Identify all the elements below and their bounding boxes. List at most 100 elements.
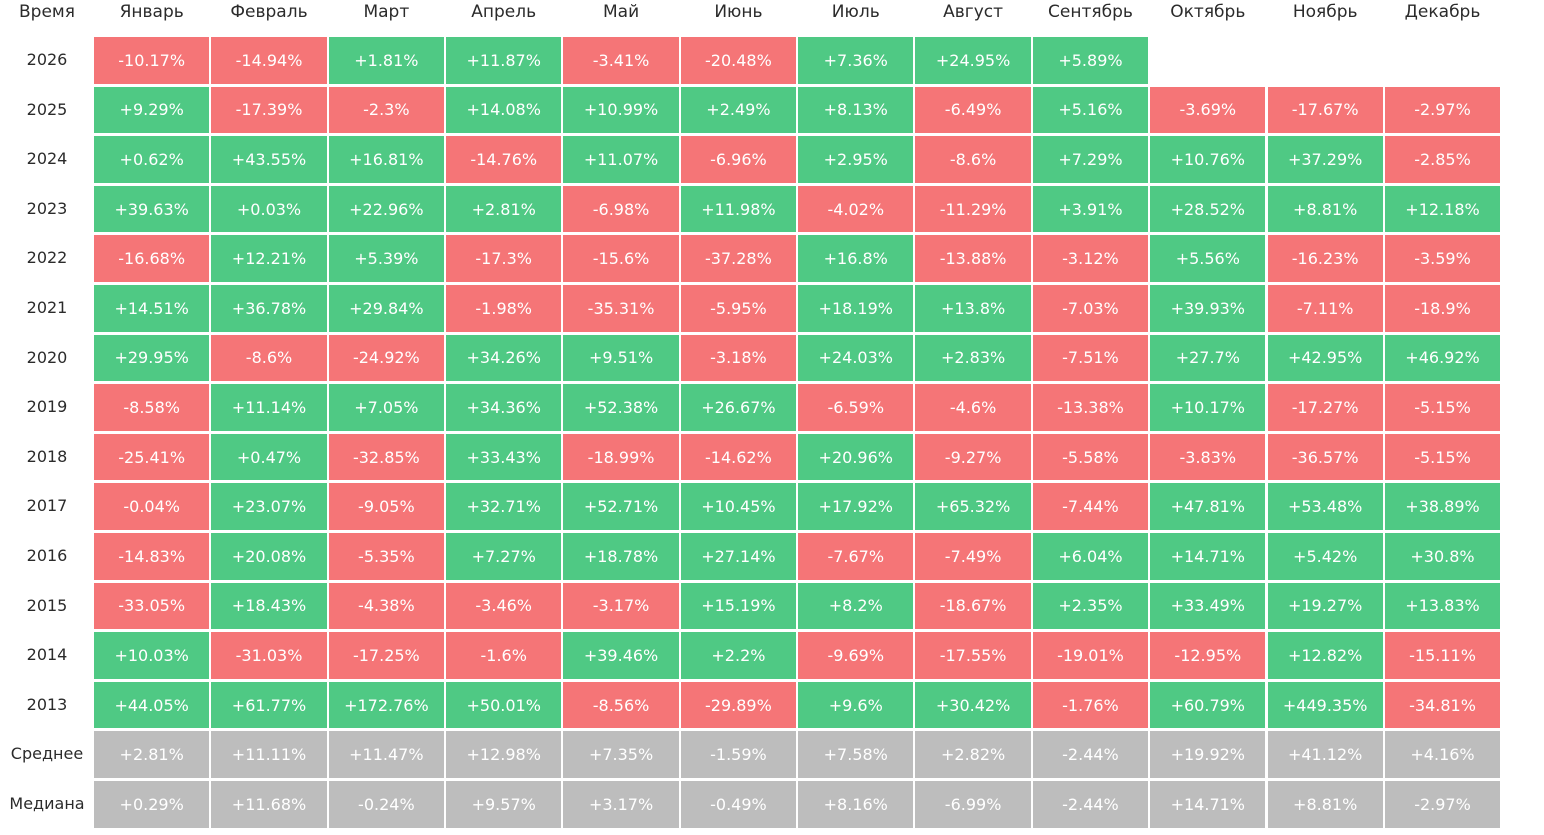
heatmap-cell: +14.51%	[94, 285, 210, 332]
summary-cell: +11.68%	[211, 781, 327, 828]
heatmap-cell: +24.03%	[798, 334, 914, 382]
heatmap-cell: -2.85%	[1384, 136, 1501, 183]
heatmap-cell: -18.67%	[915, 582, 1031, 630]
summary-row-label: Медиана	[9, 794, 85, 813]
heatmap-cell: +8.81%	[1267, 185, 1383, 233]
column-header: Октябрь	[1170, 2, 1246, 22]
heatmap-cell: -16.23%	[1267, 235, 1383, 282]
heatmap-cell: +13.8%	[915, 285, 1031, 332]
column-header: Июль	[831, 2, 880, 22]
heatmap-cell: +9.6%	[798, 681, 914, 729]
year-label: 2024	[26, 149, 68, 169]
heatmap-cell: -1.6%	[446, 632, 562, 679]
heatmap-cell: +38.89%	[1384, 483, 1501, 530]
heatmap-cell: -35.31%	[563, 285, 679, 332]
heatmap-cell: +44.05%	[94, 681, 210, 729]
year-label: 2020	[26, 347, 68, 367]
heatmap-cell: +7.05%	[328, 384, 445, 431]
heatmap-cell: +11.14%	[211, 384, 327, 431]
year-label: 2014	[26, 645, 68, 665]
heatmap-cell: +29.84%	[328, 285, 445, 332]
summary-cell: +9.57%	[446, 781, 562, 828]
summary-cell: -0.24%	[328, 781, 445, 828]
heatmap-cell: +11.07%	[563, 136, 679, 183]
heatmap-cell: -16.68%	[94, 235, 210, 282]
heatmap-cell: +50.01%	[446, 681, 562, 729]
heatmap-cell: +23.07%	[211, 483, 327, 530]
heatmap-cell: -31.03%	[211, 632, 327, 679]
heatmap-cell: -7.51%	[1032, 334, 1149, 382]
summary-cell: +7.58%	[798, 731, 914, 778]
heatmap-cell: -3.18%	[680, 334, 797, 382]
summary-row-label: Среднее	[10, 744, 84, 764]
column-header: Июнь	[714, 2, 763, 22]
heatmap-cell: -3.69%	[1150, 86, 1266, 134]
heatmap-cell: +5.42%	[1267, 533, 1383, 580]
heatmap-cell: -3.46%	[446, 582, 562, 630]
heatmap-cell: -7.44%	[1032, 483, 1149, 530]
heatmap-cell: +33.43%	[446, 433, 562, 481]
heatmap-cell: -24.92%	[328, 334, 445, 382]
heatmap-cell: -17.67%	[1267, 86, 1383, 134]
heatmap-cell: +18.19%	[798, 285, 914, 332]
heatmap-cell: -8.58%	[94, 384, 210, 431]
heatmap-cell: +1.81%	[328, 37, 445, 84]
heatmap-cell: +2.2%	[680, 632, 797, 679]
heatmap-cell: +39.46%	[563, 632, 679, 679]
heatmap-cell: -8.6%	[211, 334, 327, 382]
heatmap-cell: +39.93%	[1150, 285, 1266, 332]
heatmap-cell: +7.27%	[446, 533, 562, 580]
summary-cell: +14.71%	[1150, 781, 1266, 828]
summary-cell: +8.81%	[1267, 781, 1383, 828]
heatmap-cell: +47.81%	[1150, 483, 1266, 530]
heatmap-cell: +29.95%	[94, 334, 210, 382]
heatmap-cell: +53.48%	[1267, 483, 1383, 530]
summary-cell: +41.12%	[1267, 731, 1383, 778]
year-label: 2018	[26, 446, 68, 466]
heatmap-cell: +43.55%	[211, 136, 327, 183]
heatmap-cell: +12.18%	[1384, 185, 1501, 233]
heatmap-cell: +8.2%	[798, 582, 914, 630]
heatmap-cell: -18.99%	[563, 433, 679, 481]
heatmap-cell: +20.96%	[798, 433, 914, 481]
heatmap-cell: +449.35%	[1267, 681, 1383, 729]
heatmap-cell: -3.59%	[1384, 235, 1501, 282]
column-header: Апрель	[471, 2, 537, 22]
heatmap-cell: -10.17%	[94, 37, 210, 84]
year-label: 2016	[26, 546, 68, 565]
year-label: 2022	[26, 248, 68, 268]
heatmap-cell: +18.43%	[211, 582, 327, 630]
year-label: 2019	[26, 397, 68, 417]
heatmap-cell: -34.81%	[1384, 681, 1501, 729]
heatmap-cell: -6.96%	[680, 136, 797, 183]
heatmap-cell: -1.98%	[446, 285, 562, 332]
heatmap-cell: -5.95%	[680, 285, 797, 332]
heatmap-cell: -6.59%	[798, 384, 914, 431]
heatmap-cell: +33.49%	[1150, 582, 1266, 630]
heatmap-cell: +42.95%	[1267, 334, 1383, 382]
heatmap-cell: +24.95%	[915, 37, 1031, 84]
heatmap-cell: +10.45%	[680, 483, 797, 530]
heatmap-cell: -3.41%	[563, 37, 679, 84]
column-header: Январь	[119, 2, 184, 22]
heatmap-cell: +52.71%	[563, 483, 679, 530]
heatmap-cell: -1.76%	[1032, 681, 1149, 729]
summary-cell: +0.29%	[94, 781, 210, 828]
summary-cell: +3.17%	[563, 781, 679, 828]
heatmap-cell: +0.03%	[211, 185, 327, 233]
heatmap-cell: -5.35%	[328, 533, 445, 580]
heatmap-cell: +60.79%	[1150, 681, 1266, 729]
heatmap-cell: +20.08%	[211, 533, 327, 580]
summary-cell: +8.16%	[798, 781, 914, 828]
heatmap-cell: -20.48%	[680, 37, 797, 84]
heatmap-cell: +36.78%	[211, 285, 327, 332]
column-header: Ноябрь	[1292, 2, 1358, 22]
heatmap-cell: +7.36%	[798, 37, 914, 84]
year-label: 2023	[26, 198, 68, 218]
summary-cell: -2.44%	[1032, 731, 1149, 778]
heatmap-cell: +32.71%	[446, 483, 562, 530]
column-header: Май	[602, 2, 640, 22]
summary-cell: +19.92%	[1150, 731, 1266, 778]
summary-cell: +4.16%	[1384, 731, 1501, 778]
heatmap-cell: -14.76%	[446, 136, 562, 183]
